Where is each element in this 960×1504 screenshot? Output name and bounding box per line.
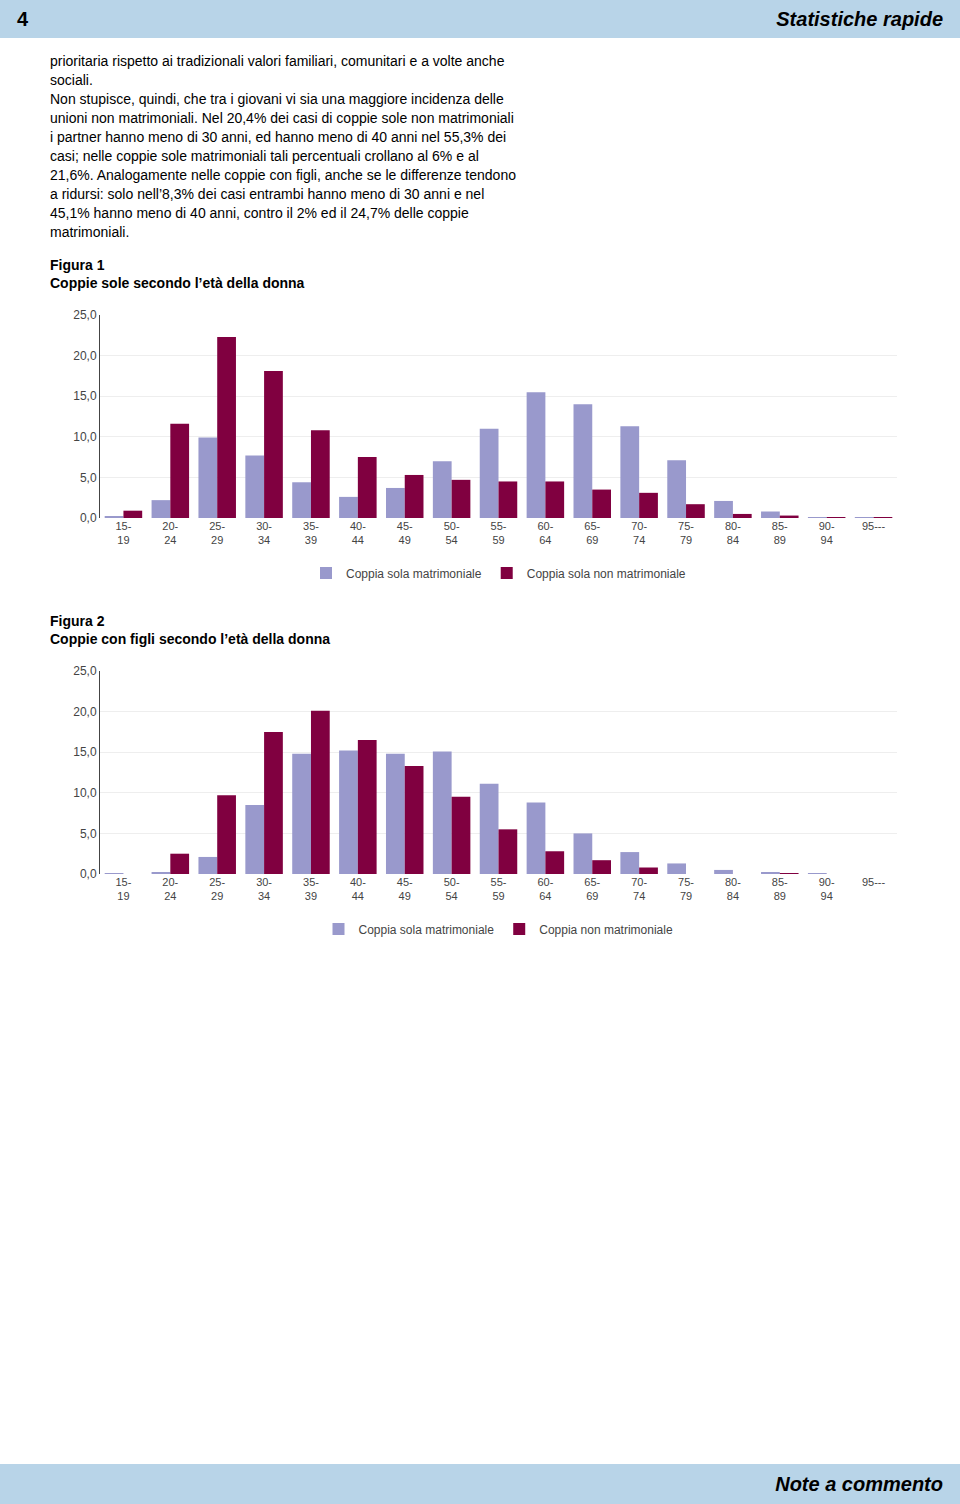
html-text:sociali.: sociali. — [50, 72, 93, 88]
svg-text:15-19: 15-19 — [115, 520, 131, 546]
svg-text:15,0: 15,0 — [73, 745, 97, 759]
html-text:matrimoniali.: matrimoniali. — [50, 224, 130, 240]
svg-text:40-44: 40-44 — [350, 520, 366, 546]
svg-text:50-54: 50-54 — [444, 520, 460, 546]
svg-text:70-74: 70-74 — [631, 876, 647, 902]
svg-text:10,0: 10,0 — [73, 786, 97, 800]
svg-text:50-54: 50-54 — [444, 876, 460, 902]
svg-text:Coppia sola non matrimoniale: Coppia sola non matrimoniale — [527, 567, 686, 581]
svg-text:Coppia sola matrimoniale: Coppia sola matrimoniale — [359, 923, 495, 937]
html-text:45,1% hanno meno di 40 anni, c: 45,1% hanno meno di 40 anni, contro il 2… — [50, 205, 469, 221]
svg-text:Coppia sola matrimoniale: Coppia sola matrimoniale — [346, 567, 482, 581]
svg-text:70-74: 70-74 — [631, 520, 647, 546]
svg-text:95---: 95--- — [862, 520, 886, 532]
svg-text:15-19: 15-19 — [115, 876, 131, 902]
svg-text:85-89: 85-89 — [772, 876, 788, 902]
html-text:a ridursi: solo nell’8,3% dei: a ridursi: solo nell’8,3% dei casi entra… — [50, 186, 485, 202]
svg-text:30-34: 30-34 — [256, 520, 272, 546]
html-text:casi; nelle coppie sole matrim: casi; nelle coppie sole matrimoniali tal… — [50, 148, 479, 164]
html-text:Coppie sole secondo l’età dell: Coppie sole secondo l’età della donna — [50, 275, 305, 291]
svg-text:95---: 95--- — [862, 876, 886, 888]
svg-text:20,0: 20,0 — [73, 349, 97, 363]
svg-text:65-69: 65-69 — [584, 520, 600, 546]
svg-text:60-64: 60-64 — [537, 876, 553, 902]
svg-text:75-79: 75-79 — [678, 876, 694, 902]
html-text:4: 4 — [17, 7, 29, 30]
svg-text:80-84: 80-84 — [725, 520, 741, 546]
svg-text:5,0: 5,0 — [80, 471, 97, 485]
svg-text:45-49: 45-49 — [397, 520, 413, 546]
svg-text:35-39: 35-39 — [303, 520, 319, 546]
svg-text:25,0: 25,0 — [73, 664, 97, 678]
html-text:Figura 1: Figura 1 — [50, 257, 105, 273]
svg-text:15,0: 15,0 — [73, 389, 97, 403]
svg-text:80-84: 80-84 — [725, 876, 741, 902]
svg-text:55-59: 55-59 — [491, 520, 507, 546]
svg-text:0,0: 0,0 — [80, 511, 97, 525]
html-text:prioritaria rispetto ai tradiz: prioritaria rispetto ai tradizionali val… — [50, 53, 505, 69]
svg-text:20,0: 20,0 — [73, 705, 97, 719]
svg-text:55-59: 55-59 — [491, 876, 507, 902]
svg-text:75-79: 75-79 — [678, 520, 694, 546]
html-text:Figura 2: Figura 2 — [50, 613, 105, 629]
svg-text:5,0: 5,0 — [80, 827, 97, 841]
html-text:unioni non matrimoniali. Nel 2: unioni non matrimoniali. Nel 20,4% dei c… — [50, 110, 514, 126]
svg-text:Coppia non matrimoniale: Coppia non matrimoniale — [539, 923, 673, 937]
html-text:Non stupisce, quindi, che tra: Non stupisce, quindi, che tra i giovani … — [50, 91, 504, 107]
svg-text:10,0: 10,0 — [73, 430, 97, 444]
html-text:i partner hanno meno di 30 ann: i partner hanno meno di 30 anni, ed hann… — [50, 129, 507, 145]
svg-text:60-64: 60-64 — [537, 520, 553, 546]
svg-text:25,0: 25,0 — [73, 308, 97, 322]
html-text:Note a commento: Note a commento — [775, 1472, 943, 1495]
html-text:Statistiche rapide: Statistiche rapide — [776, 7, 943, 30]
html-text:Coppie con figli secondo l’età: Coppie con figli secondo l’età della don… — [50, 631, 330, 647]
svg-text:85-89: 85-89 — [772, 520, 788, 546]
svg-text:25-29: 25-29 — [209, 876, 225, 902]
svg-text:40-44: 40-44 — [350, 876, 366, 902]
svg-text:45-49: 45-49 — [397, 876, 413, 902]
svg-text:20-24: 20-24 — [162, 876, 178, 902]
svg-text:20-24: 20-24 — [162, 520, 178, 546]
svg-text:65-69: 65-69 — [584, 876, 600, 902]
svg-text:30-34: 30-34 — [256, 876, 272, 902]
svg-text:0,0: 0,0 — [80, 867, 97, 881]
svg-text:90-94: 90-94 — [819, 876, 835, 902]
html-text:21,6%. Analogamente nelle copp: 21,6%. Analogamente nelle coppie con fig… — [50, 167, 516, 183]
svg-text:25-29: 25-29 — [209, 520, 225, 546]
svg-text:35-39: 35-39 — [303, 876, 319, 902]
svg-text:90-94: 90-94 — [819, 520, 835, 546]
